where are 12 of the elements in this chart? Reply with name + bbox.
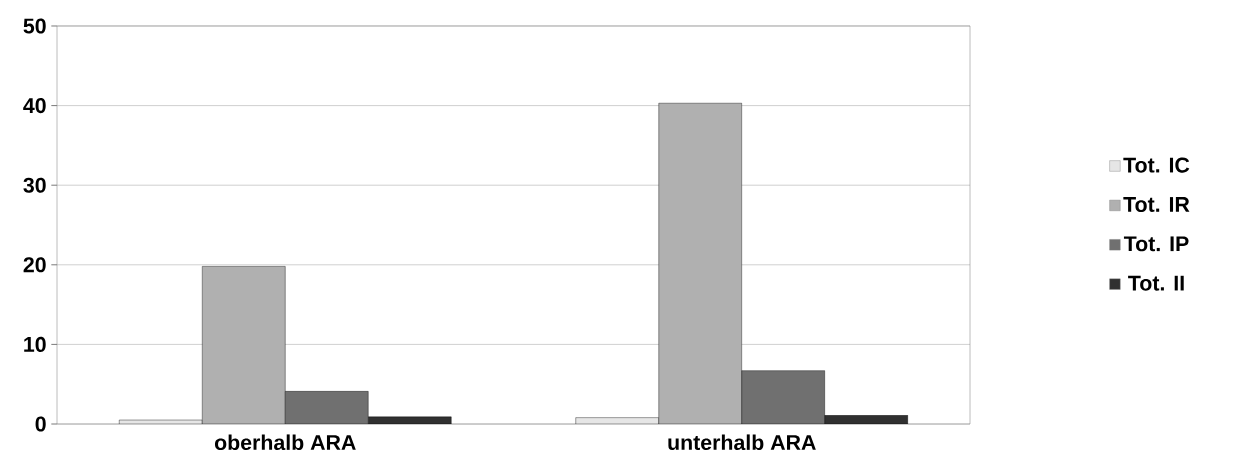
y-tick-label: 30 <box>23 177 46 193</box>
y-tick-label: 40 <box>23 98 46 114</box>
legend-label: Tot. IP <box>1123 236 1189 252</box>
legend-label: Tot. IR <box>1123 197 1190 212</box>
y-tick-label: 0 <box>35 416 46 432</box>
y-tick-label: 50 <box>23 18 46 34</box>
legend-label: Tot. IC <box>1123 157 1190 173</box>
legend-label: Tot. II <box>1128 275 1184 291</box>
x-tick-label: unterhalb ARA <box>668 434 816 451</box>
y-tick-label: 10 <box>24 336 46 352</box>
y-tick-label: 20 <box>23 257 46 273</box>
x-tick-label: oberhalb ARA <box>214 434 356 451</box>
